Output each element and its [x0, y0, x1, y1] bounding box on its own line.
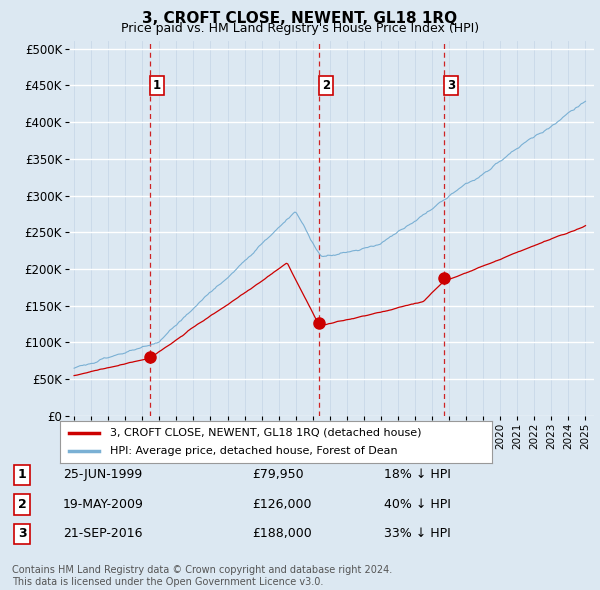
Text: 3, CROFT CLOSE, NEWENT, GL18 1RQ: 3, CROFT CLOSE, NEWENT, GL18 1RQ	[142, 11, 458, 25]
Text: 3: 3	[447, 79, 455, 92]
Text: 33% ↓ HPI: 33% ↓ HPI	[384, 527, 451, 540]
Text: 2: 2	[322, 79, 330, 92]
Text: 21-SEP-2016: 21-SEP-2016	[63, 527, 143, 540]
Text: 1: 1	[18, 468, 26, 481]
Text: 3: 3	[18, 527, 26, 540]
Text: 3, CROFT CLOSE, NEWENT, GL18 1RQ (detached house): 3, CROFT CLOSE, NEWENT, GL18 1RQ (detach…	[110, 428, 421, 438]
Text: 1: 1	[153, 79, 161, 92]
Text: 18% ↓ HPI: 18% ↓ HPI	[384, 468, 451, 481]
Text: 40% ↓ HPI: 40% ↓ HPI	[384, 498, 451, 511]
Text: 25-JUN-1999: 25-JUN-1999	[63, 468, 142, 481]
Text: Price paid vs. HM Land Registry's House Price Index (HPI): Price paid vs. HM Land Registry's House …	[121, 22, 479, 35]
Text: HPI: Average price, detached house, Forest of Dean: HPI: Average price, detached house, Fore…	[110, 446, 397, 456]
Text: 2: 2	[18, 498, 26, 511]
Text: Contains HM Land Registry data © Crown copyright and database right 2024.
This d: Contains HM Land Registry data © Crown c…	[12, 565, 392, 587]
Text: £188,000: £188,000	[252, 527, 312, 540]
Text: £79,950: £79,950	[252, 468, 304, 481]
Text: £126,000: £126,000	[252, 498, 311, 511]
Text: 19-MAY-2009: 19-MAY-2009	[63, 498, 144, 511]
